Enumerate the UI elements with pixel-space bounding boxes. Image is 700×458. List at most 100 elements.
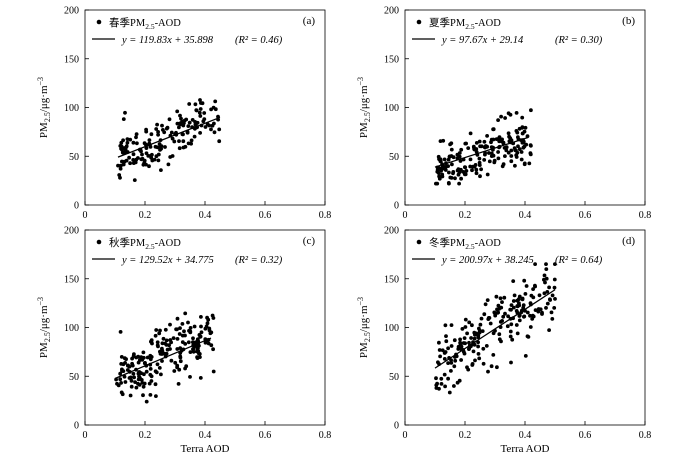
data-point [156, 132, 161, 137]
data-point [446, 376, 450, 381]
data-point [171, 336, 176, 340]
data-point [478, 174, 482, 179]
data-point [199, 324, 203, 329]
data-point [514, 323, 519, 327]
data-point [477, 156, 482, 161]
data-point [453, 176, 457, 181]
data-point [133, 160, 138, 165]
data-point [465, 365, 469, 370]
data-point [439, 382, 444, 386]
data-point [169, 130, 174, 135]
data-point [455, 152, 460, 157]
data-point [476, 344, 480, 349]
y-tick-label: 200 [64, 226, 79, 237]
data-point [500, 164, 505, 169]
data-point [441, 138, 446, 143]
data-point [173, 360, 178, 365]
x-tick-label: 0.8 [639, 210, 652, 221]
data-point [495, 365, 499, 370]
data-point [137, 374, 141, 379]
data-point [437, 386, 441, 391]
data-point [468, 131, 473, 136]
data-point [467, 340, 471, 345]
data-point [481, 361, 486, 366]
data-point [540, 310, 544, 315]
data-point [438, 354, 442, 359]
data-point [509, 159, 514, 164]
data-point [531, 287, 535, 291]
data-point [458, 337, 462, 342]
data-point [506, 111, 511, 116]
x-tick-label: 0.2 [139, 210, 152, 221]
data-point [187, 120, 192, 125]
fit-equation: y = 119.83x + 35.898 [121, 35, 214, 46]
data-point [446, 346, 450, 351]
r-squared-label: (R² = 0.64) [555, 255, 603, 266]
y-axis-label: PM2.5/μg·m−3 [356, 77, 372, 138]
data-point [443, 168, 448, 172]
data-point [549, 310, 554, 315]
data-point [175, 347, 180, 351]
panel-tag: (a) [303, 15, 316, 27]
data-point [168, 347, 172, 351]
data-point [434, 383, 439, 387]
data-point [125, 368, 130, 372]
data-point [485, 172, 490, 177]
data-point [217, 127, 222, 132]
y-tick-label: 150 [384, 54, 399, 65]
data-point [529, 143, 533, 148]
data-point [123, 380, 128, 384]
data-point [501, 314, 506, 319]
data-point [501, 140, 506, 145]
data-point [188, 350, 193, 354]
data-point [170, 136, 175, 141]
data-point [545, 290, 550, 294]
data-point [149, 132, 154, 137]
x-tick-label: 0 [83, 430, 88, 441]
data-point [520, 297, 525, 302]
data-point [528, 152, 533, 157]
data-point [182, 118, 187, 123]
data-point [533, 262, 537, 266]
data-point [205, 315, 210, 320]
data-point [525, 134, 530, 139]
data-point [132, 178, 137, 183]
data-point [506, 314, 510, 319]
r-squared-label: (R² = 0.30) [555, 35, 603, 46]
data-point [459, 147, 464, 152]
data-point [120, 392, 125, 397]
data-point [516, 135, 520, 140]
x-tick-label: 0.2 [459, 430, 472, 441]
data-point [119, 355, 124, 359]
data-point [180, 132, 185, 137]
data-point [157, 366, 162, 370]
data-point [198, 334, 203, 339]
data-point [477, 328, 482, 333]
data-point [182, 329, 186, 334]
data-point [168, 322, 172, 327]
x-tick-label: 0.4 [199, 430, 212, 441]
x-axis-label: Terra AOD [500, 443, 549, 455]
data-point [446, 361, 450, 365]
data-point [132, 375, 137, 380]
data-point [469, 336, 473, 340]
data-point [522, 278, 527, 283]
data-point [530, 313, 535, 318]
data-point [155, 145, 160, 150]
data-point [155, 362, 160, 367]
data-point [487, 159, 492, 164]
data-point [480, 329, 485, 333]
y-tick-label: 150 [64, 54, 79, 65]
data-point [178, 346, 183, 350]
data-point [553, 262, 557, 266]
data-point [211, 347, 216, 352]
data-point [156, 158, 161, 163]
data-point [474, 331, 479, 336]
data-point [472, 145, 476, 150]
data-point [450, 162, 454, 167]
data-point [521, 303, 526, 308]
data-point [134, 355, 139, 360]
data-point [482, 158, 487, 162]
data-point [496, 156, 501, 161]
data-point [199, 315, 203, 319]
